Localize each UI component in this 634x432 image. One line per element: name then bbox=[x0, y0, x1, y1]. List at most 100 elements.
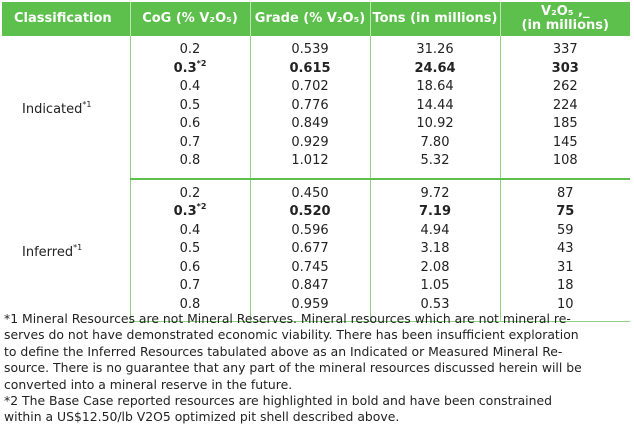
cog-cell: 0.6 bbox=[130, 258, 251, 277]
cog-value: 0.3 bbox=[173, 60, 197, 76]
classification-footnote-mark: *1 bbox=[73, 243, 83, 252]
table-row: 0.5 0.776 14.44 224 bbox=[2, 96, 630, 115]
table-row: 0.5 0.677 3.18 43 bbox=[2, 240, 630, 259]
cog-value: 0.5 bbox=[179, 97, 201, 113]
table-header-row: Classification CoG (% V₂O₅) Grade (% V₂O… bbox=[2, 2, 630, 36]
header-classification: Classification bbox=[2, 2, 131, 36]
grade-cell: 0.539 bbox=[250, 41, 371, 60]
spacer-cell bbox=[250, 170, 371, 180]
spacer-cell bbox=[130, 314, 251, 322]
cog-cell: 0.2 bbox=[130, 184, 251, 203]
tons-cell: 0.53 bbox=[370, 295, 501, 314]
table-row: Inferred*1 0.2 0.450 9.72 87 bbox=[2, 184, 630, 322]
spacer-cell bbox=[130, 178, 251, 185]
grade-cell: 0.959 bbox=[250, 295, 371, 314]
footnote-1-line: converted into a mineral reserve in the … bbox=[4, 376, 293, 392]
spacer-cell bbox=[250, 314, 371, 322]
grade-cell: 1.012 bbox=[250, 152, 371, 171]
header-v2o5-line2: (in millions) bbox=[521, 18, 609, 33]
group-spacer bbox=[2, 178, 630, 185]
tons-cell: 24.64 bbox=[370, 59, 501, 78]
grade-cell: 0.520 bbox=[250, 203, 371, 222]
table-row: 0.4 0.596 4.94 59 bbox=[2, 221, 630, 240]
table-row: Indicated*1 0.2 0.539 31.26 337 bbox=[2, 41, 630, 179]
v2o5-cell: 87 bbox=[556, 185, 574, 201]
tons-cell: 2.08 bbox=[370, 258, 501, 277]
tons-cell: 5.32 bbox=[370, 152, 501, 171]
cog-cell: 0.3*2 bbox=[130, 59, 251, 78]
table-row: 0.4 0.702 18.64 262 bbox=[2, 78, 630, 97]
grade-cell: 0.677 bbox=[250, 240, 371, 259]
header-tons: Tons (in millions) bbox=[370, 2, 501, 36]
v2o5-cell: 31 bbox=[556, 259, 574, 275]
table-row: 0.3*2 0.615 24.64 303 bbox=[2, 59, 630, 78]
header-v2o5: V₂O₅ ,_ (in millions) bbox=[500, 2, 630, 36]
cog-cell: 0.7 bbox=[130, 133, 251, 152]
cog-value: 0.3 bbox=[173, 204, 197, 220]
tons-cell: 18.64 bbox=[370, 78, 501, 97]
cog-value: 0.8 bbox=[179, 153, 201, 169]
spacer-cell bbox=[130, 170, 251, 180]
footnote-1-line: to define the Inferred Resources tabulat… bbox=[4, 343, 563, 359]
footnotes: *1 Mineral Resources are not Mineral Res… bbox=[4, 311, 630, 426]
grade-cell: 0.615 bbox=[250, 59, 371, 78]
classification-cell: Indicated*1 bbox=[2, 41, 131, 179]
classification-cell: Inferred*1 bbox=[2, 184, 131, 322]
header-grade: Grade (% V₂O₅) bbox=[250, 2, 371, 36]
v2o5-cell: 108 bbox=[552, 153, 578, 169]
spacer-cell bbox=[250, 36, 371, 41]
classification-footnote-mark: *1 bbox=[82, 99, 92, 109]
spacer-cell bbox=[2, 36, 131, 41]
cog-value: 0.4 bbox=[179, 222, 201, 238]
footnote-1: *1 Mineral Resources are not Mineral Res… bbox=[4, 311, 630, 393]
cog-value: 0.2 bbox=[179, 185, 201, 201]
v2o5-cell: 43 bbox=[556, 241, 574, 257]
cog-cell: 0.5 bbox=[130, 240, 251, 259]
table-row: 0.8 0.959 0.53 10 bbox=[2, 295, 630, 314]
v2o5-cell: 262 bbox=[552, 79, 578, 95]
cog-cell: 0.4 bbox=[130, 78, 251, 97]
classification-label: Inferred bbox=[22, 245, 74, 260]
grade-cell: 0.849 bbox=[250, 115, 371, 134]
spacer-cell bbox=[2, 178, 131, 185]
v2o5-cell: 337 bbox=[552, 42, 578, 58]
cog-value: 0.4 bbox=[179, 79, 201, 95]
v2o5-cell: 59 bbox=[556, 222, 574, 238]
spacer-cell bbox=[500, 170, 630, 180]
cog-cell: 0.8 bbox=[130, 295, 251, 314]
table-row: 0.6 0.849 10.92 185 bbox=[2, 115, 630, 134]
grade-cell: 0.929 bbox=[250, 133, 371, 152]
grade-cell: 0.847 bbox=[250, 277, 371, 296]
cog-value: 0.2 bbox=[179, 42, 201, 58]
cog-value: 0.5 bbox=[179, 241, 201, 257]
tons-cell: 9.72 bbox=[370, 184, 501, 203]
v2o5-cell: 224 bbox=[552, 97, 578, 113]
cog-cell: 0.2 bbox=[130, 41, 251, 60]
table-row: 0.7 0.929 7.80 145 bbox=[2, 133, 630, 152]
tons-cell: 1.05 bbox=[370, 277, 501, 296]
cog-value: 0.6 bbox=[179, 116, 201, 132]
table-row: 0.6 0.745 2.08 31 bbox=[2, 258, 630, 277]
tons-cell: 4.94 bbox=[370, 221, 501, 240]
footnote-2-line: within a US$12.50/lb V2O5 optimized pit … bbox=[4, 409, 400, 425]
cog-value: 0.7 bbox=[179, 278, 201, 294]
table-body: Indicated*1 0.2 0.539 31.26 337 0.3*2 0.615 24.… bbox=[2, 36, 630, 322]
cog-cell: 0.6 bbox=[130, 115, 251, 134]
classification-label: Indicated bbox=[22, 101, 83, 117]
footnote-1-line: *1 Mineral Resources are not Mineral Res… bbox=[4, 311, 571, 326]
grade-cell: 0.450 bbox=[250, 184, 371, 203]
v2o5-cell: 75 bbox=[556, 204, 575, 220]
spacer-cell bbox=[370, 170, 501, 180]
tons-cell: 3.18 bbox=[370, 240, 501, 259]
header-cog: CoG (% V₂O₅) bbox=[130, 2, 251, 36]
cog-cell: 0.7 bbox=[130, 277, 251, 296]
grade-cell: 0.745 bbox=[250, 258, 371, 277]
tons-cell: 14.44 bbox=[370, 96, 501, 115]
grade-cell: 0.702 bbox=[250, 78, 371, 97]
cog-value: 0.7 bbox=[179, 134, 201, 150]
v2o5-cell: 10 bbox=[556, 296, 574, 312]
v2o5-cell: 145 bbox=[552, 134, 578, 150]
spacer-cell bbox=[500, 314, 630, 322]
v2o5-cell: 185 bbox=[552, 116, 578, 132]
cog-value: 0.6 bbox=[179, 259, 201, 275]
